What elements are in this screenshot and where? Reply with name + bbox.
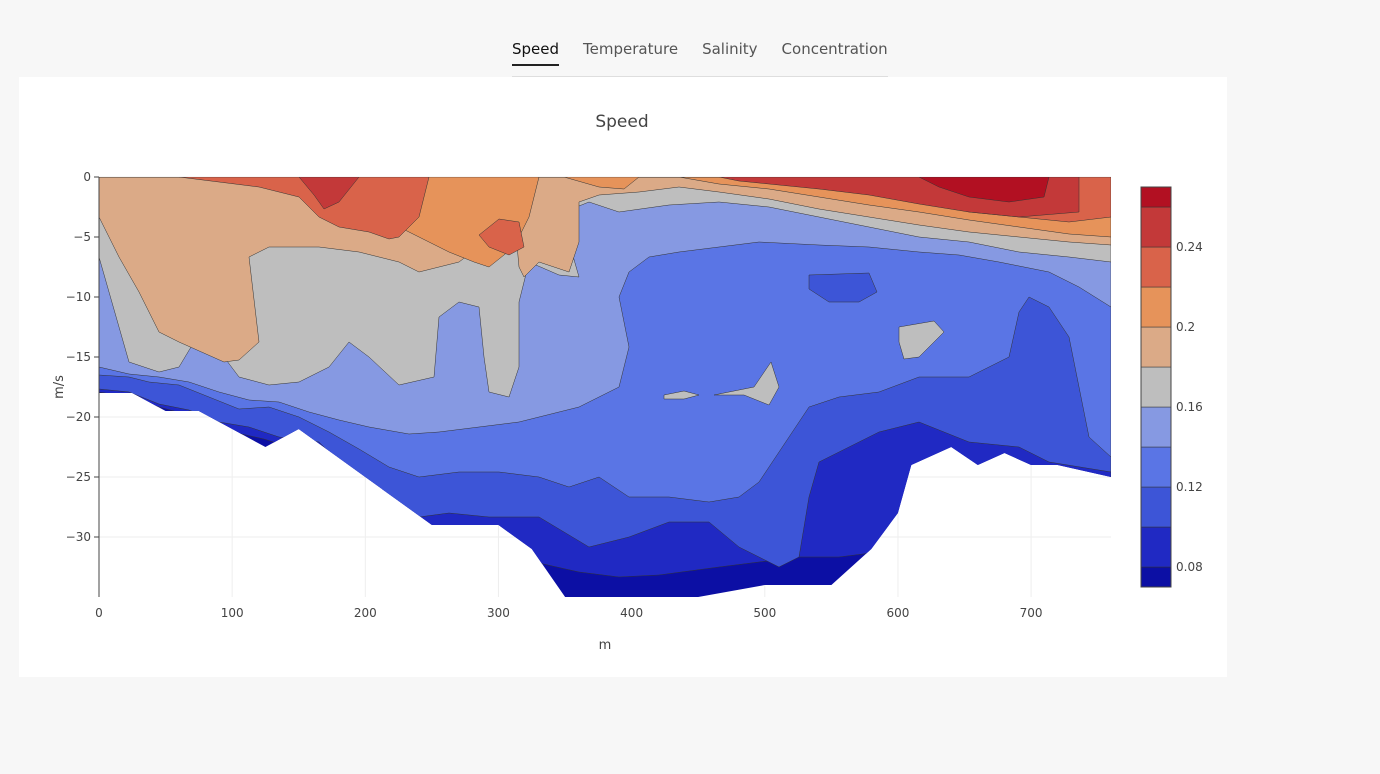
colorbar-tick-label: 0.08 — [1176, 560, 1203, 574]
x-tick-label: 100 — [221, 606, 244, 620]
colorbar-swatch — [1140, 366, 1172, 408]
colorbar: 0.08 0.12 0.16 0.2 0.24 — [1140, 186, 1203, 588]
contour-island-grey-2 — [663, 390, 700, 400]
y-tick-label: −5 — [73, 230, 91, 244]
contour-band-0.27 — [918, 177, 1050, 203]
x-axis-label: m — [599, 638, 612, 653]
contour-island-deep — [808, 272, 878, 303]
colorbar-swatch — [1140, 186, 1172, 208]
y-tick-label: −25 — [66, 470, 91, 484]
axes: 0 100 200 300 400 500 600 700 0 −5 −10 −15 −20 −25 −30 — [66, 170, 1043, 620]
tab-salinity[interactable]: Salinity — [702, 40, 758, 58]
colorbar-tick-label: 0.12 — [1176, 480, 1203, 494]
colorbar-tick-label: 0.16 — [1176, 400, 1203, 414]
colorbar-frame — [1140, 186, 1172, 588]
y-tick-label: 0 — [83, 170, 91, 184]
tab-speed[interactable]: Speed — [512, 30, 560, 66]
contour-chart: Speed — [52, 112, 1203, 653]
colorbar-swatch — [1140, 406, 1172, 448]
tab-concentration[interactable]: Concentration — [781, 40, 888, 58]
tab-bar: Speed Temperature Salinity Concentration — [512, 30, 888, 78]
y-axis-label: m/s — [52, 375, 67, 399]
colorbar-swatch — [1140, 326, 1172, 368]
colorbar-tick-label: 0.2 — [1176, 320, 1195, 334]
x-tick-label: 700 — [1020, 606, 1043, 620]
contour-band-0.25b — [298, 177, 360, 210]
x-tick-label: 500 — [753, 606, 776, 620]
x-tick-label: 300 — [487, 606, 510, 620]
x-tick-label: 400 — [620, 606, 643, 620]
y-tick-label: −20 — [66, 410, 91, 424]
contour-island-grey-3 — [713, 361, 780, 406]
chart-panel: Speed — [19, 77, 1227, 677]
colorbar-swatch — [1140, 246, 1172, 288]
colorbar-swatch — [1140, 526, 1172, 568]
contour-fill — [99, 177, 1111, 597]
contour-band-0.23c — [478, 218, 525, 256]
colorbar-swatch — [1140, 566, 1172, 588]
colorbar-swatch — [1140, 206, 1172, 248]
contour-band-0.23b — [178, 177, 430, 240]
colorbar-swatch — [1140, 486, 1172, 528]
tab-temperature[interactable]: Temperature — [583, 40, 679, 58]
y-tick-label: −10 — [66, 290, 91, 304]
x-tick-label: 600 — [886, 606, 909, 620]
contour-island-grey-1 — [898, 320, 945, 360]
x-tick-label: 0 — [95, 606, 103, 620]
y-tick-label: −15 — [66, 350, 91, 364]
chart-title: Speed — [595, 112, 648, 132]
y-tick-label: −30 — [66, 530, 91, 544]
colorbar-swatch — [1140, 446, 1172, 488]
colorbar-tick-label: 0.24 — [1176, 240, 1203, 254]
colorbar-swatch — [1140, 286, 1172, 328]
x-tick-label: 200 — [354, 606, 377, 620]
